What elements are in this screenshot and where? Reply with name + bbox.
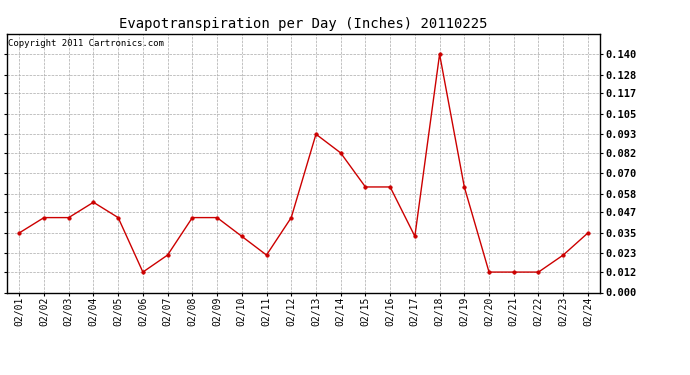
- Text: Copyright 2011 Cartronics.com: Copyright 2011 Cartronics.com: [8, 39, 164, 48]
- Title: Evapotranspiration per Day (Inches) 20110225: Evapotranspiration per Day (Inches) 2011…: [119, 17, 488, 31]
